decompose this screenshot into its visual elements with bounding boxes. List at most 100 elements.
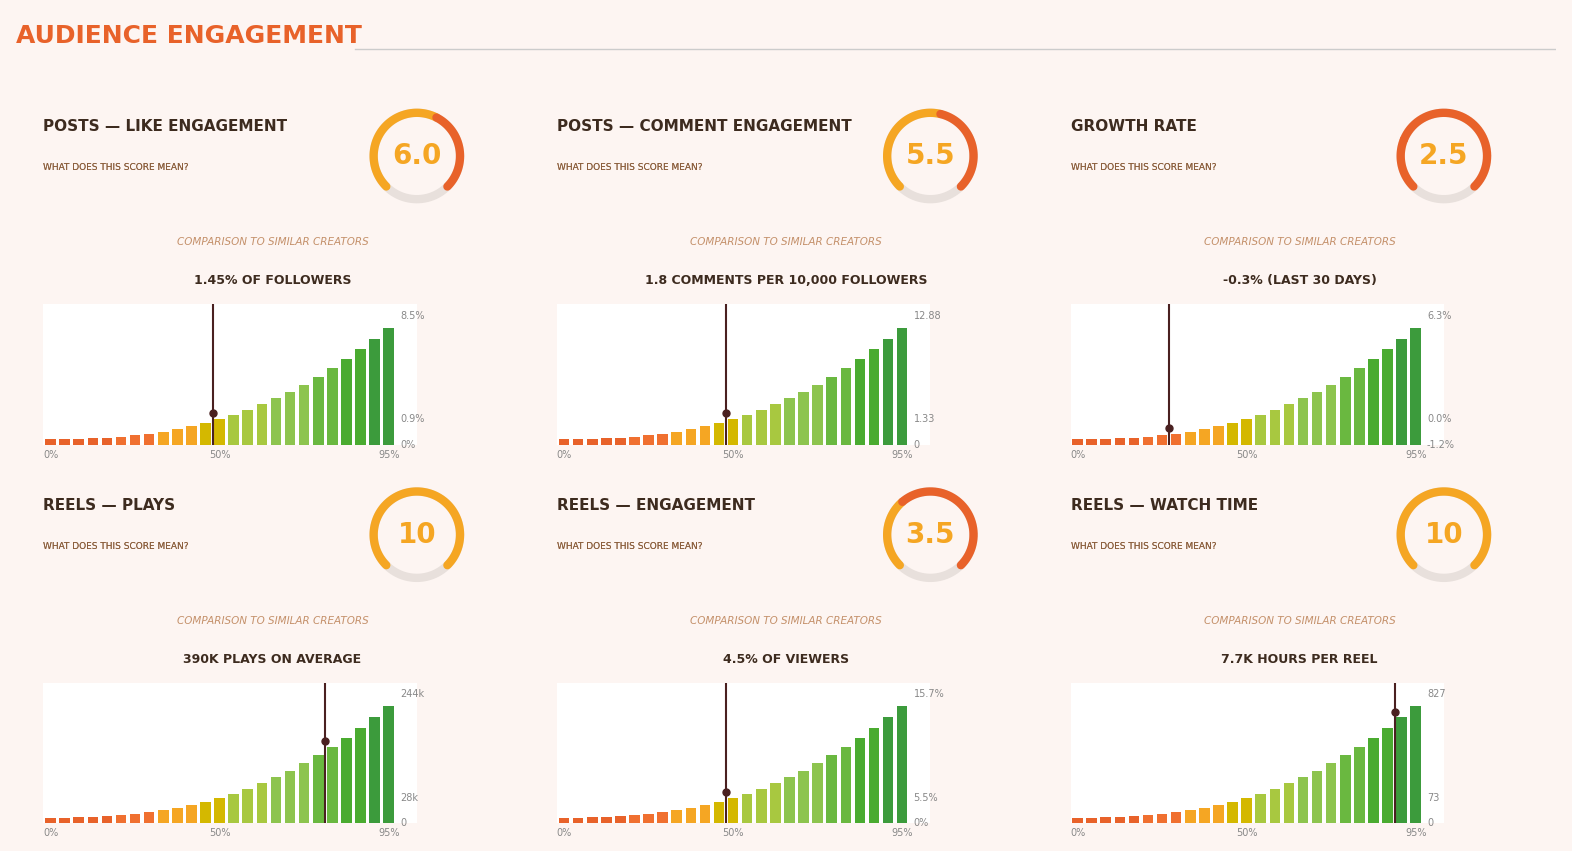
Text: 0: 0 xyxy=(913,440,920,449)
Text: WHAT DOES THIS SCORE MEAN?: WHAT DOES THIS SCORE MEAN? xyxy=(44,163,189,173)
Bar xyxy=(671,810,682,824)
Text: POSTS — LIKE ENGAGEMENT: POSTS — LIKE ENGAGEMENT xyxy=(44,119,288,134)
Bar xyxy=(1115,817,1126,824)
Text: WHAT DOES THIS SCORE MEAN?: WHAT DOES THIS SCORE MEAN? xyxy=(556,163,703,173)
Text: WHAT DOES THIS SCORE MEAN?: WHAT DOES THIS SCORE MEAN? xyxy=(1071,163,1217,173)
Bar xyxy=(827,756,836,824)
Bar xyxy=(1339,756,1350,824)
Bar xyxy=(1353,747,1364,824)
Bar xyxy=(256,783,267,824)
Text: 1.45% OF FOLLOWERS: 1.45% OF FOLLOWERS xyxy=(193,274,351,288)
Bar xyxy=(313,756,324,824)
Bar xyxy=(572,818,583,824)
Bar xyxy=(1185,431,1196,445)
Bar xyxy=(572,439,583,445)
Bar xyxy=(1228,802,1237,824)
Bar xyxy=(355,728,366,824)
Bar xyxy=(157,810,168,824)
Bar xyxy=(770,404,781,445)
Bar xyxy=(242,789,253,824)
Bar xyxy=(1410,706,1421,824)
Text: 390K PLAYS ON AVERAGE: 390K PLAYS ON AVERAGE xyxy=(184,654,362,666)
Bar xyxy=(313,377,324,445)
Bar xyxy=(355,349,366,445)
Bar xyxy=(130,814,140,824)
Text: COMPARISON TO SIMILAR CREATORS: COMPARISON TO SIMILAR CREATORS xyxy=(690,237,882,248)
Bar xyxy=(685,429,696,445)
Text: WHAT DOES THIS SCORE MEAN?: WHAT DOES THIS SCORE MEAN? xyxy=(1071,542,1217,551)
Text: WHAT DOES THIS SCORE MEAN?: WHAT DOES THIS SCORE MEAN? xyxy=(1071,163,1217,173)
Bar xyxy=(799,391,810,445)
Text: WHAT DOES THIS SCORE MEAN?: WHAT DOES THIS SCORE MEAN? xyxy=(556,163,703,173)
Bar xyxy=(1311,770,1322,824)
Bar xyxy=(1100,438,1111,445)
Bar xyxy=(171,429,182,445)
Bar xyxy=(200,423,211,445)
Bar xyxy=(714,423,725,445)
Bar xyxy=(742,414,753,445)
Text: 7.7K HOURS PER REEL: 7.7K HOURS PER REEL xyxy=(1221,654,1377,666)
Bar xyxy=(228,414,239,445)
Bar xyxy=(185,426,196,445)
Bar xyxy=(643,436,654,445)
Bar xyxy=(770,783,781,824)
Bar xyxy=(130,436,140,445)
Bar xyxy=(586,817,597,824)
Bar xyxy=(883,339,893,445)
Bar xyxy=(341,359,352,445)
Bar xyxy=(657,434,668,445)
Bar xyxy=(88,817,97,824)
Bar xyxy=(102,816,112,824)
Bar xyxy=(1410,328,1421,445)
Text: -0.3% (LAST 30 DAYS): -0.3% (LAST 30 DAYS) xyxy=(1223,274,1377,288)
Bar xyxy=(657,813,668,824)
Bar xyxy=(756,410,767,445)
Bar xyxy=(1242,798,1251,824)
Text: 73: 73 xyxy=(1427,793,1440,802)
Text: 5.5: 5.5 xyxy=(905,142,956,170)
Bar xyxy=(601,817,612,824)
Bar xyxy=(1129,437,1140,445)
Bar xyxy=(1228,423,1237,445)
Bar xyxy=(341,738,352,824)
Bar xyxy=(270,777,281,824)
Bar xyxy=(1129,816,1140,824)
Text: 28k: 28k xyxy=(399,793,418,802)
Bar xyxy=(1214,426,1223,445)
Bar xyxy=(700,426,711,445)
Text: -1.2%: -1.2% xyxy=(1427,440,1456,449)
Text: 4.5% OF VIEWERS: 4.5% OF VIEWERS xyxy=(723,654,849,666)
Text: 0: 0 xyxy=(399,819,406,828)
Text: COMPARISON TO SIMILAR CREATORS: COMPARISON TO SIMILAR CREATORS xyxy=(1204,237,1396,248)
Text: WHAT DOES THIS SCORE MEAN?: WHAT DOES THIS SCORE MEAN? xyxy=(44,163,189,173)
Bar xyxy=(841,368,850,445)
Bar xyxy=(116,437,126,445)
Text: COMPARISON TO SIMILAR CREATORS: COMPARISON TO SIMILAR CREATORS xyxy=(1204,616,1396,626)
Bar xyxy=(855,359,865,445)
Text: 5.5%: 5.5% xyxy=(913,793,938,802)
Bar xyxy=(1298,398,1308,445)
Bar xyxy=(200,802,211,824)
Text: 6.0: 6.0 xyxy=(391,142,442,170)
Bar xyxy=(299,763,310,824)
Bar xyxy=(242,410,253,445)
Bar xyxy=(1157,436,1168,445)
Bar xyxy=(1171,813,1182,824)
Bar xyxy=(1298,777,1308,824)
Bar xyxy=(1284,783,1294,824)
Bar xyxy=(799,770,810,824)
Bar xyxy=(1284,404,1294,445)
Bar xyxy=(214,420,225,445)
Bar xyxy=(558,439,569,445)
Bar xyxy=(256,404,267,445)
Bar xyxy=(60,818,69,824)
Bar xyxy=(60,439,69,445)
Bar xyxy=(784,398,795,445)
Bar xyxy=(1368,738,1379,824)
Text: GROWTH RATE: GROWTH RATE xyxy=(1071,119,1196,134)
Text: 1.33: 1.33 xyxy=(913,414,935,424)
Bar xyxy=(369,339,380,445)
Bar xyxy=(714,802,725,824)
Bar xyxy=(74,817,83,824)
Bar xyxy=(299,385,310,445)
